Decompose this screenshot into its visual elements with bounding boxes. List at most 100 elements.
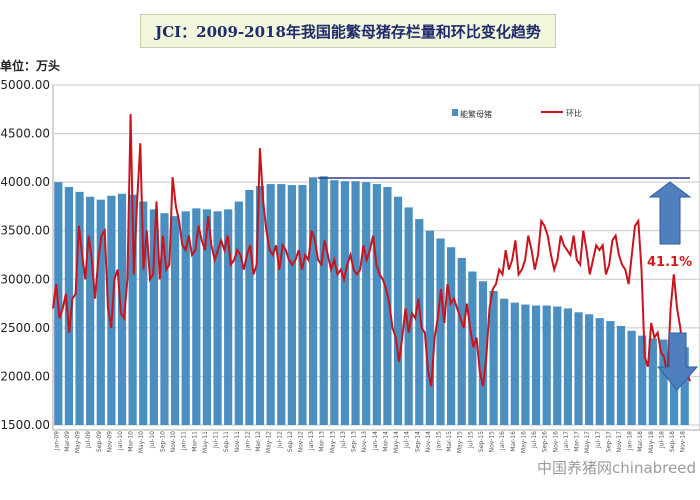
x-tick-label: Jul-09 — [85, 431, 92, 449]
x-tick-label: Nov-15 — [489, 431, 496, 453]
x-tick-label: Nov-17 — [616, 431, 623, 453]
x-tick-label: May-12 — [266, 431, 273, 453]
bar — [553, 306, 562, 425]
x-tick-label: Jan-11 — [181, 431, 188, 451]
bar — [425, 230, 434, 425]
bar — [404, 207, 413, 425]
x-tick-label: Nov-14 — [425, 431, 432, 453]
bar — [245, 189, 254, 425]
x-tick-label: Nov-09 — [106, 431, 113, 453]
y-tick-label: 2500.00 — [0, 321, 50, 335]
x-tick-label: Jan-17 — [563, 431, 570, 451]
bar — [659, 339, 668, 425]
bar — [478, 281, 488, 425]
x-tick-label: Mar-13 — [319, 431, 326, 452]
up-arrow-icon — [648, 181, 692, 245]
bar — [436, 238, 445, 425]
x-tick-label: May-10 — [138, 431, 145, 453]
x-tick-label: Jul-16 — [531, 431, 538, 449]
x-tick-label: Nov-11 — [234, 431, 241, 453]
bar — [266, 184, 275, 425]
x-tick-label: Jul-10 — [149, 431, 156, 449]
x-tick-label: Jan-15 — [436, 431, 443, 451]
bar — [447, 247, 456, 425]
bar — [277, 184, 286, 425]
x-tick-label: Jul-17 — [595, 431, 602, 449]
legend-swatch-bars — [452, 109, 458, 116]
bar — [192, 208, 201, 425]
x-tick-label: Mar-12 — [255, 431, 262, 452]
bar — [170, 216, 180, 425]
x-tick-label: May-16 — [520, 431, 527, 453]
x-tick-label: Mar-10 — [128, 431, 135, 452]
bar — [574, 312, 583, 425]
bar — [330, 180, 339, 425]
bar — [510, 302, 519, 425]
x-tick-label: Nov-12 — [297, 431, 304, 453]
bar — [75, 191, 84, 425]
x-tick-label: Sep-14 — [414, 431, 421, 452]
bar — [563, 308, 573, 425]
watermark-text: 中国养猪网chinabreed — [537, 459, 696, 477]
bar — [383, 187, 392, 425]
bar — [627, 330, 636, 425]
x-tick-label: Sep-16 — [542, 431, 549, 452]
y-tick-label: 3000.00 — [0, 272, 50, 286]
bar — [606, 321, 615, 425]
x-tick-label: Jan-16 — [499, 431, 506, 451]
bar — [202, 209, 212, 425]
x-tick-label: Jan-09 — [53, 431, 60, 451]
bar — [96, 199, 105, 425]
bar — [638, 335, 647, 425]
x-tick-label: Sep-12 — [287, 431, 294, 452]
y-tick-label: 3500.00 — [0, 224, 50, 238]
bar — [340, 181, 350, 425]
bar — [255, 186, 265, 425]
x-tick-label: Sep-18 — [669, 431, 676, 452]
down-arrow-icon — [656, 332, 699, 391]
bar — [319, 176, 328, 425]
bar-series — [54, 176, 689, 425]
x-tick-label: Nov-10 — [170, 431, 177, 453]
x-tick-label: Sep-17 — [605, 431, 612, 452]
x-tick-label: Jul-11 — [213, 431, 220, 449]
x-tick-label: May-14 — [393, 431, 400, 453]
x-tick-label: Sep-13 — [351, 431, 358, 452]
x-tick-label: Jul-14 — [404, 431, 411, 449]
bar — [457, 257, 466, 425]
x-tick-label: Mar-16 — [510, 431, 517, 452]
bar — [393, 196, 403, 425]
x-tick-label: May-13 — [329, 431, 336, 453]
x-tick-label: Nov-16 — [552, 431, 559, 453]
legend-label-bars: 能繁母猪 — [460, 109, 492, 119]
mom-line — [52, 114, 691, 387]
bar — [64, 187, 74, 425]
bar — [298, 185, 307, 425]
x-tick-label: Mar-15 — [446, 431, 453, 452]
bar — [213, 211, 222, 425]
bar — [542, 305, 551, 425]
x-tick-label: Mar-11 — [191, 431, 198, 452]
x-tick-label: Jan-13 — [308, 431, 315, 451]
legend-label-line: 环比 — [566, 108, 582, 118]
x-tick-label: Mar-14 — [382, 431, 389, 452]
x-tick-label: May-15 — [457, 431, 464, 453]
bar — [149, 209, 158, 425]
y-tick-label: 2000.00 — [0, 369, 50, 383]
bar — [585, 314, 594, 425]
bar — [648, 338, 657, 425]
bar — [415, 219, 424, 425]
bar — [521, 304, 530, 425]
bar — [309, 177, 318, 425]
bar — [595, 318, 604, 425]
y-axis: 5000.00 4500.00 4000.00 3500.00 3000.00 2500.… — [0, 78, 50, 432]
x-tick-label: Jan-12 — [244, 431, 251, 451]
bar — [680, 347, 689, 425]
x-tick-label: Jul-13 — [340, 431, 347, 449]
x-tick-label: Jul-18 — [658, 431, 665, 449]
x-tick-label: Sep-10 — [159, 431, 166, 452]
x-tick-label: Jan-18 — [627, 431, 634, 451]
bar — [160, 213, 169, 425]
x-tick-label: Mar-17 — [574, 431, 581, 452]
